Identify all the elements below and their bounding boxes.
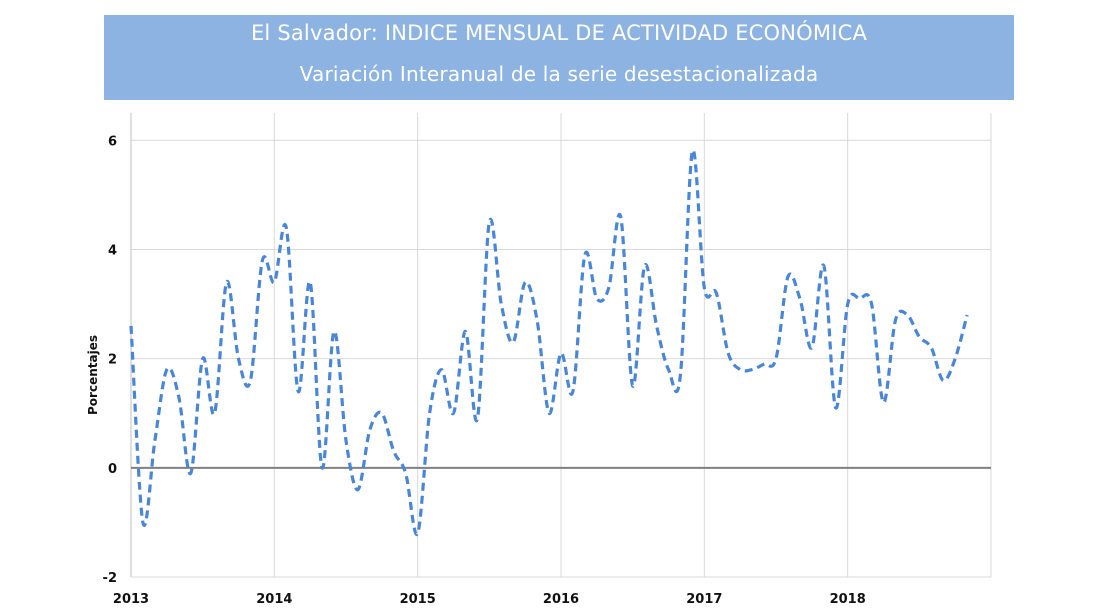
x-tick-label: 2015 <box>400 592 436 607</box>
grid <box>130 113 992 578</box>
y-tick-label: -2 <box>103 571 117 586</box>
x-tick-label: 2017 <box>686 592 722 607</box>
y-axis-title: Porcentajes <box>86 335 100 415</box>
series-group <box>129 148 969 537</box>
chart-header: El Salvador: INDICE MENSUAL DE ACTIVIDAD… <box>104 15 1014 100</box>
y-tick-label: 2 <box>108 353 117 368</box>
series-line-0 <box>129 148 969 537</box>
chart-title: El Salvador: INDICE MENSUAL DE ACTIVIDAD… <box>250 21 868 45</box>
x-tick-label: 2018 <box>830 592 866 607</box>
axis-ticks: -2 0 2 4 6 2013 2014 2015 2016 2017 2018 <box>103 134 866 607</box>
x-tick-label: 2013 <box>113 592 149 607</box>
x-tick-label: 2016 <box>543 592 579 607</box>
chart-subtitle: Variación Interanual de la serie desesta… <box>299 62 819 86</box>
y-tick-label: 4 <box>108 243 117 258</box>
y-tick-label: 0 <box>108 462 117 477</box>
y-tick-label: 6 <box>108 134 117 149</box>
x-tick-label: 2014 <box>256 592 292 607</box>
